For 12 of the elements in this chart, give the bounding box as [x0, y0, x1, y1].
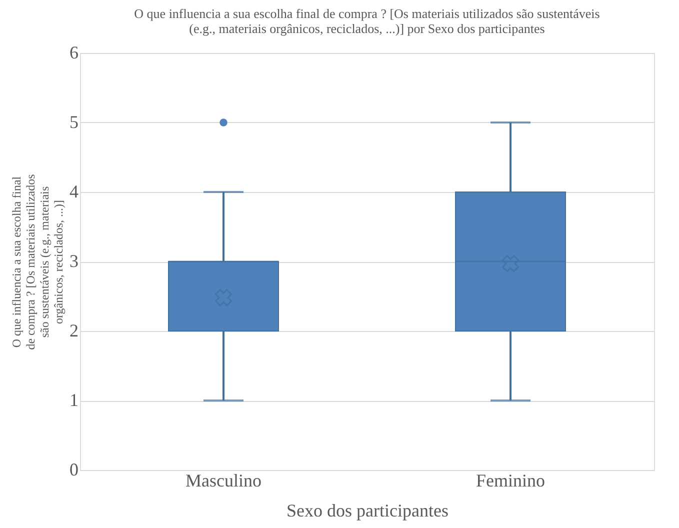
y-tick-label: 3 — [70, 251, 78, 271]
x-tick-label: Feminino — [476, 470, 546, 490]
y-axis-title: O que influencia a sua escolha final de compra ? [Os materiais utilizados são sustentáveis (e.g., materiais orgânicos, reciclados, ...)] — [10, 174, 66, 350]
y-tick-label: 6 — [70, 42, 78, 62]
y-tick-label: 5 — [70, 112, 78, 132]
y-tick-label: 0 — [70, 460, 78, 480]
y-tick-label: 1 — [70, 390, 78, 410]
y-tick-label: 4 — [70, 182, 78, 202]
y-tick-label: 2 — [70, 320, 78, 340]
x-tick-label: Masculino — [186, 470, 262, 490]
x-axis-title: Sexo dos participantes — [286, 500, 448, 520]
chart-title: O que influencia a sua escolha final de compra ? [Os materiais utilizados são sustentáveis (e.g., materiais orgânicos, reciclados, ...)] por Sexo dos participantes — [134, 6, 600, 36]
